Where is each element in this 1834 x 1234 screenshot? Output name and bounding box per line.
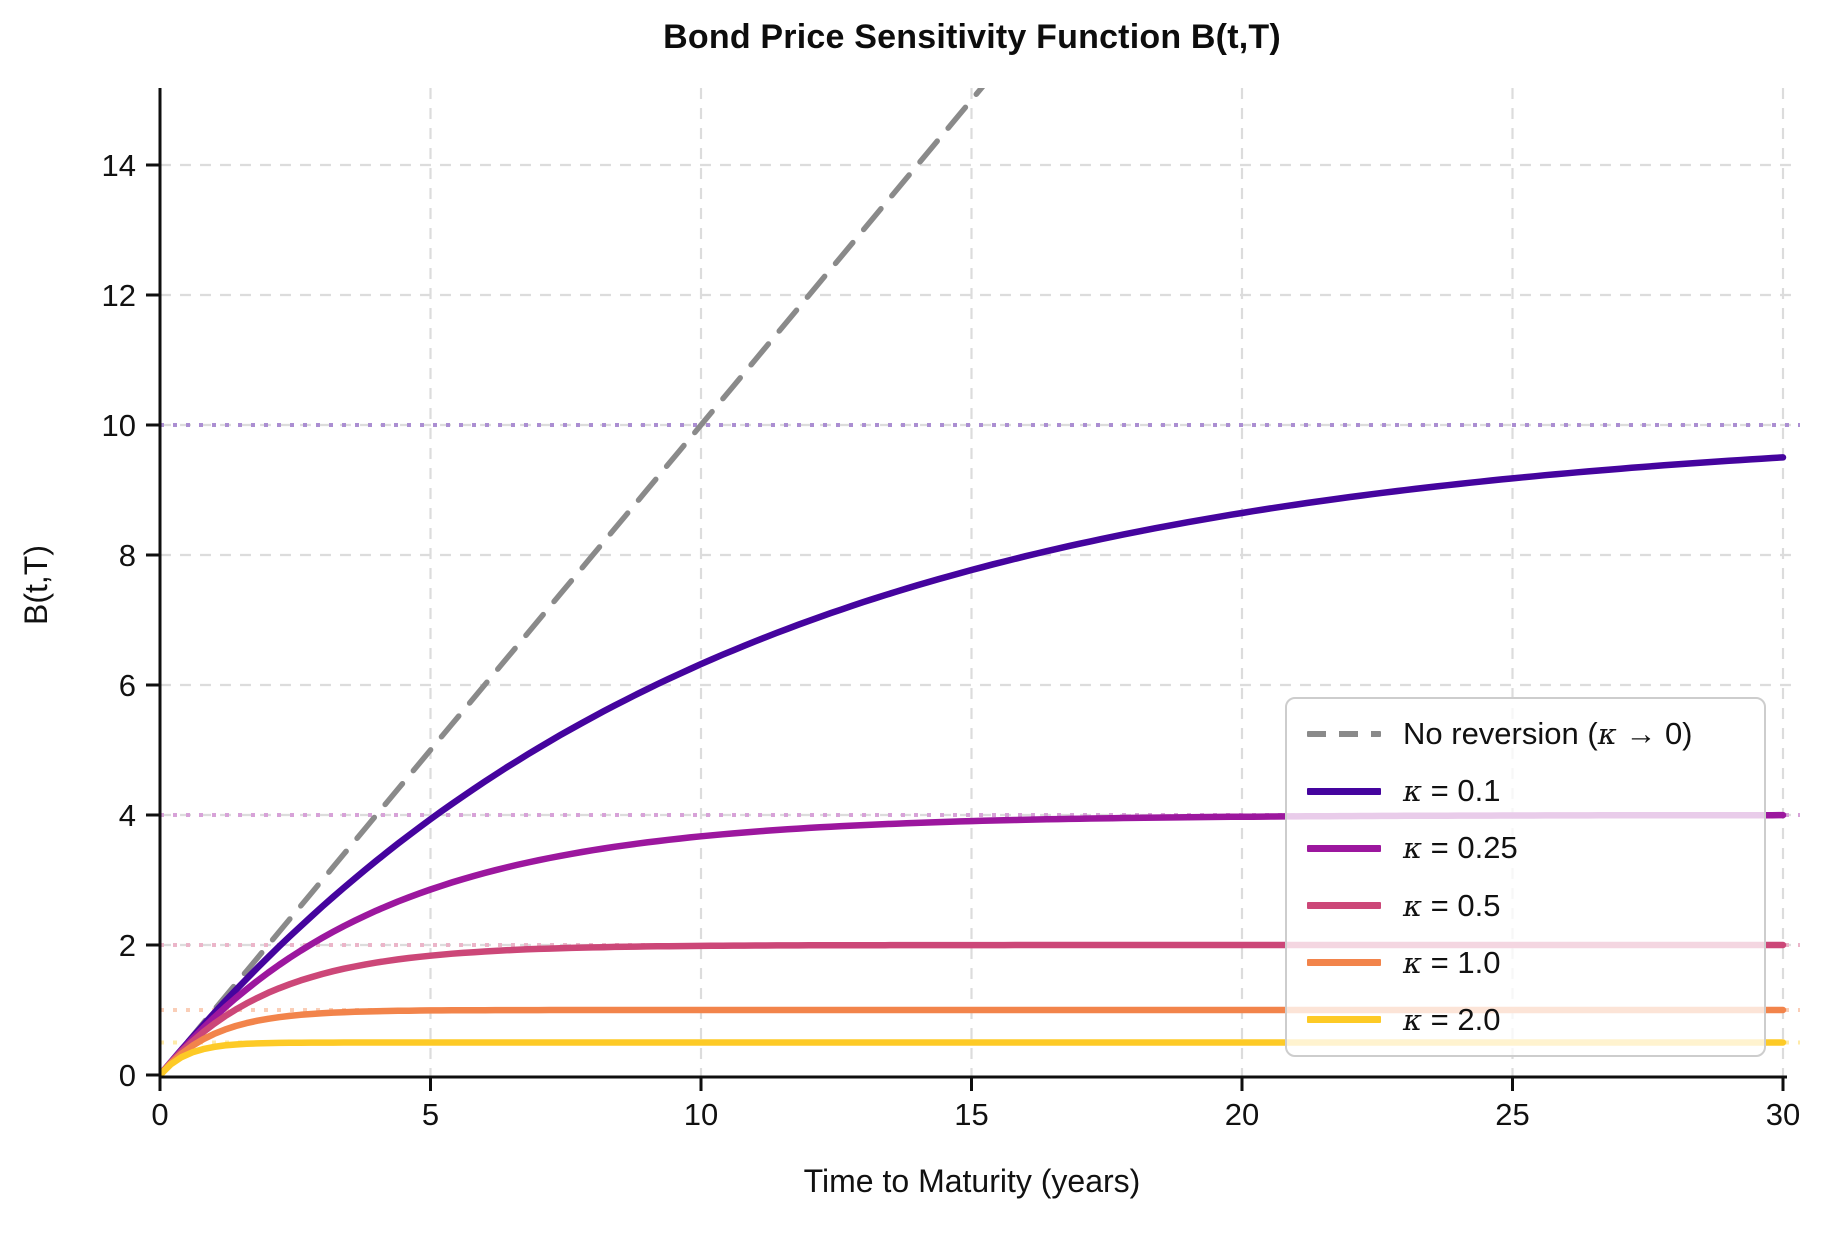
x-tick-label-0: 0: [151, 1097, 168, 1132]
curve-no-reversion: [160, 88, 986, 1077]
y-tick-label-6: 6: [119, 668, 136, 703]
legend-label: κ = 0.1: [1403, 773, 1501, 809]
y-tick-label-4: 4: [119, 798, 136, 833]
y-tick-label-2: 2: [119, 928, 136, 963]
legend-item-kappa-0.1: κ = 0.1: [1287, 763, 1764, 819]
y-tick-label-8: 8: [119, 538, 136, 573]
legend-label: κ = 0.5: [1403, 887, 1501, 923]
x-tick-label-30: 30: [1766, 1097, 1800, 1132]
chart-title: Bond Price Sensitivity Function B(t,T): [663, 18, 1281, 56]
legend-swatch: [1307, 731, 1381, 738]
y-tick-label-10: 10: [102, 408, 136, 443]
y-tick-label-14: 14: [102, 148, 136, 183]
legend-swatch: [1307, 844, 1381, 852]
legend-swatch: [1307, 959, 1381, 967]
legend-item-kappa-1: κ = 1.0: [1287, 935, 1764, 991]
legend-swatch: [1307, 902, 1381, 910]
curve-kappa-0.1: [160, 454, 1787, 1077]
legend-swatch: [1307, 1016, 1381, 1024]
legend-item-kappa-0.25: κ = 0.25: [1287, 820, 1764, 876]
legend-item-no-reversion: No reversion (κ → 0): [1287, 706, 1764, 762]
x-tick-label-5: 5: [422, 1097, 439, 1132]
legend-item-kappa-2: κ = 2.0: [1287, 992, 1764, 1048]
legend-label: No reversion (κ → 0): [1403, 716, 1693, 752]
legend-item-kappa-0.5: κ = 0.5: [1287, 878, 1764, 934]
y-tick-label-0: 0: [119, 1058, 136, 1093]
x-tick-label-10: 10: [684, 1097, 718, 1132]
legend-swatch: [1307, 787, 1381, 795]
legend-label: κ = 1.0: [1403, 944, 1501, 980]
legend: No reversion (κ → 0) κ = 0.1 κ = 0.25 κ = 0…: [1285, 697, 1766, 1057]
x-tick-label-25: 25: [1495, 1097, 1529, 1132]
legend-label: κ = 2.0: [1403, 1001, 1501, 1037]
y-tick-label-12: 12: [102, 278, 136, 313]
legend-label: κ = 0.25: [1403, 830, 1518, 866]
x-axis-label: Time to Maturity (years): [803, 1163, 1141, 1199]
x-tick-label-20: 20: [1225, 1097, 1259, 1132]
x-tick-label-15: 15: [954, 1097, 988, 1132]
